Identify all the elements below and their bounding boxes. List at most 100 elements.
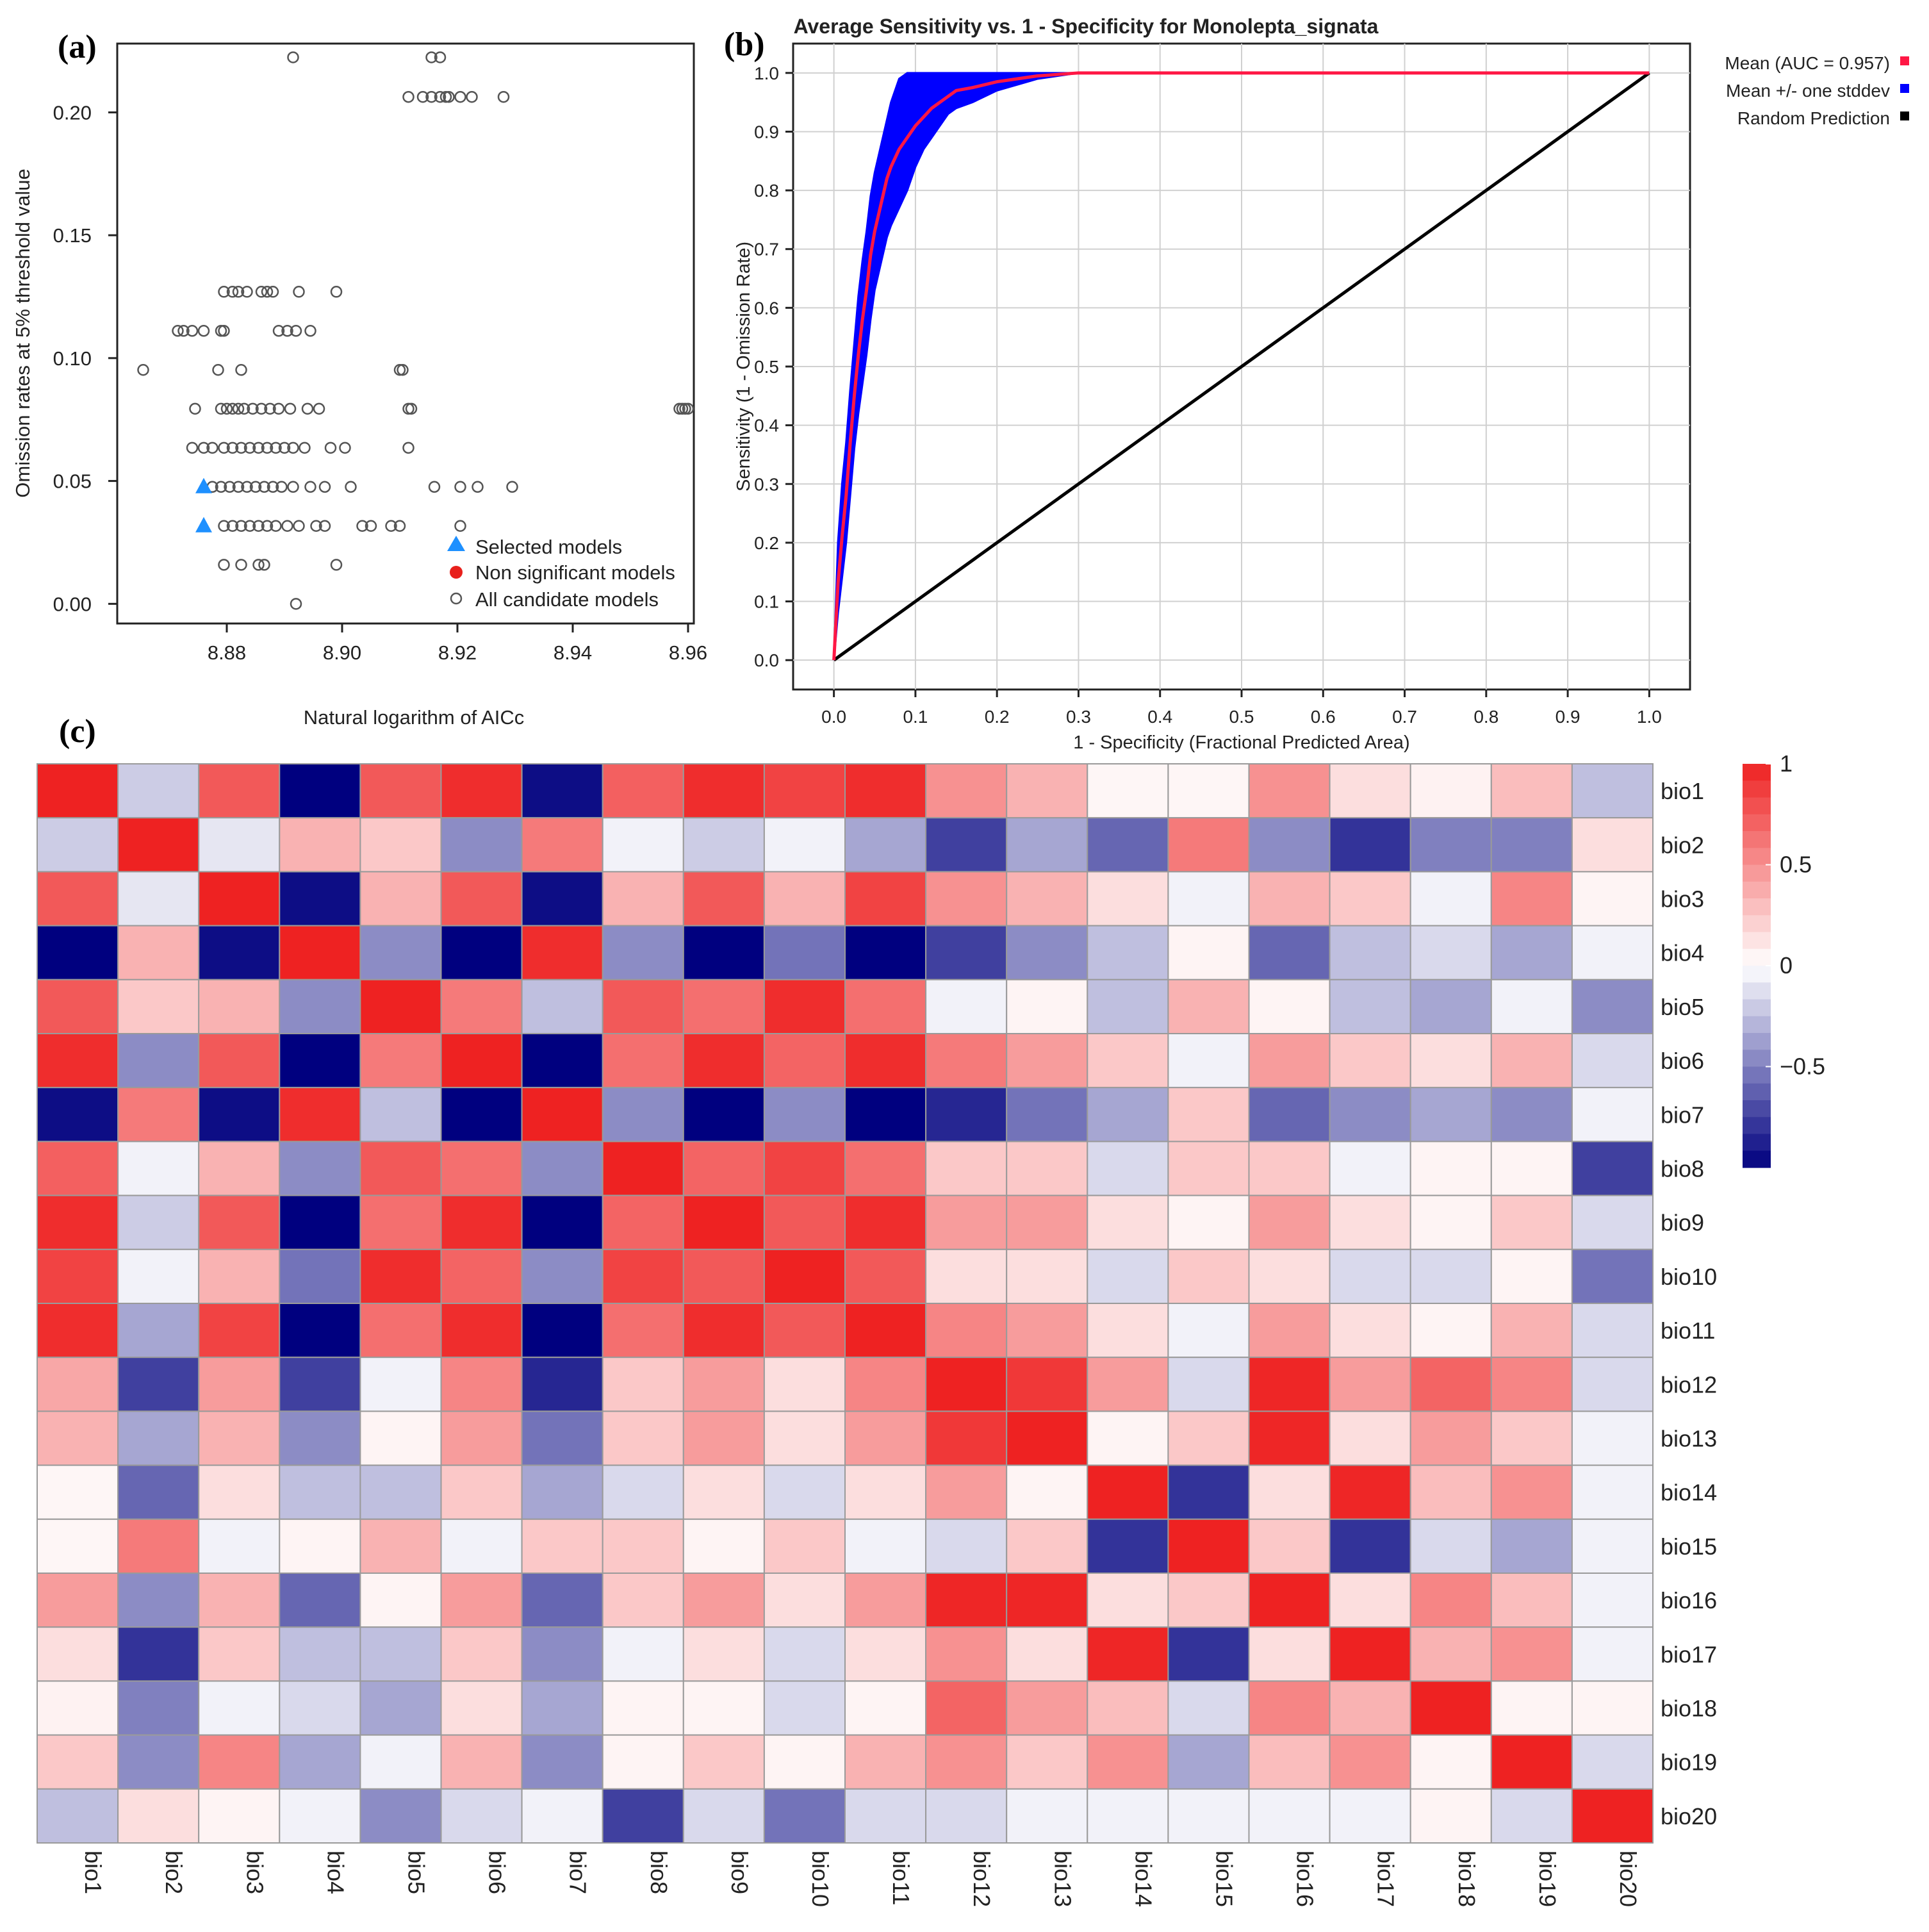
- heatmap-cell: [844, 1680, 927, 1736]
- heatmap-cell: [1167, 1518, 1250, 1574]
- heatmap-cell: [1087, 1033, 1169, 1089]
- column-label: bio6: [484, 1851, 511, 1894]
- heatmap-cell: [359, 978, 442, 1035]
- heatmap-cell: [682, 1788, 765, 1844]
- row-label: bio20: [1661, 1803, 1717, 1829]
- column-label: bio4: [322, 1851, 349, 1894]
- heatmap-cell: [925, 1410, 1008, 1466]
- colorbar-step: [1743, 1016, 1771, 1034]
- candidate-point: [287, 51, 299, 63]
- heatmap-cell: [844, 1734, 927, 1790]
- candidate-point: [299, 442, 311, 454]
- heatmap-cell: [844, 763, 927, 819]
- candidate-point: [345, 481, 357, 493]
- candidate-point: [226, 442, 239, 454]
- heatmap-cell: [1571, 1194, 1654, 1250]
- heatmap-cell: [1329, 1573, 1411, 1628]
- heatmap-cell: [602, 1573, 684, 1628]
- colorbar-step: [1743, 780, 1771, 798]
- panel-a-marks: [137, 51, 694, 610]
- heatmap-cell: [521, 1788, 603, 1844]
- heatmap-cell: [37, 925, 119, 980]
- y-tick-label: 0.9: [754, 122, 779, 142]
- heatmap-cell: [1571, 1410, 1654, 1466]
- heatmap-cell: [1329, 1734, 1411, 1790]
- heatmap-cell: [521, 763, 603, 819]
- heatmap-cell: [117, 1680, 200, 1736]
- heatmap-cell: [37, 763, 119, 819]
- candidate-point: [215, 402, 227, 415]
- column-label: bio13: [1049, 1851, 1076, 1907]
- heatmap-cells: [37, 763, 1654, 1844]
- heatmap-cell: [117, 1194, 200, 1250]
- heatmap-cell: [440, 1626, 523, 1682]
- colorbar-tick-label: 1: [1780, 750, 1793, 777]
- heatmap-cell: [1248, 1087, 1331, 1143]
- heatmap-cell: [682, 1518, 765, 1574]
- heatmap-cell: [279, 817, 361, 873]
- heatmap-cell: [359, 817, 442, 873]
- heatmap-cell: [117, 1788, 200, 1844]
- heatmap-cell: [198, 1303, 281, 1358]
- colorbar-tick-label: 0: [1780, 952, 1793, 978]
- heatmap-cell: [1167, 871, 1250, 927]
- legend-mean-swatch: [1900, 56, 1909, 65]
- heatmap-cell: [359, 1734, 442, 1790]
- x-tick-label: 0.8: [1473, 707, 1498, 727]
- heatmap-cell: [198, 1410, 281, 1466]
- heatmap-cell: [359, 763, 442, 819]
- heatmap-cell: [763, 1464, 846, 1520]
- heatmap-cell: [1571, 978, 1654, 1035]
- heatmap-cell: [602, 978, 684, 1035]
- heatmap-cell: [1167, 1357, 1250, 1412]
- panel-a-frame: [116, 42, 695, 625]
- heatmap-cell: [359, 925, 442, 980]
- candidate-point: [365, 520, 377, 533]
- row-label: bio18: [1661, 1696, 1717, 1722]
- heatmap-cell: [1409, 925, 1492, 980]
- heatmap-cell: [359, 1518, 442, 1574]
- heatmap-cell: [1571, 1626, 1654, 1682]
- candidate-point: [215, 481, 227, 493]
- heatmap-cell: [844, 1248, 927, 1305]
- candidate-point: [304, 481, 316, 493]
- candidate-point: [255, 402, 268, 415]
- heatmap-cell: [1087, 1573, 1169, 1628]
- heatmap-cell: [682, 1357, 765, 1412]
- heatmap-cell: [763, 1194, 846, 1250]
- colorbar-step: [1743, 1033, 1771, 1050]
- x-tick-label: 0.2: [985, 707, 1010, 727]
- candidate-point: [310, 520, 322, 533]
- heatmap-cell: [1006, 1680, 1088, 1736]
- x-tick-label: 0.5: [1229, 707, 1254, 727]
- legend-stddev-swatch: [1900, 84, 1909, 93]
- colorbar-step: [1743, 932, 1771, 950]
- candidate-point: [261, 442, 274, 454]
- heatmap-cell: [925, 1303, 1008, 1358]
- heatmap-cell: [1167, 1734, 1250, 1790]
- panel-b-ticks: 0.0 0.1 0.2 0.3 0.4 0.5 0.6 0.7 0.8 0.9 1.0 0.0 0.1 0…: [754, 63, 1662, 727]
- heatmap-cell: [1490, 1464, 1573, 1520]
- colorbar-step: [1743, 999, 1771, 1017]
- heatmap-cell: [521, 1464, 603, 1520]
- heatmap-cell: [198, 1788, 281, 1844]
- heatmap-cell: [925, 1357, 1008, 1412]
- heatmap-cell: [1571, 1033, 1654, 1089]
- heatmap-cell: [198, 1248, 281, 1305]
- column-label: bio15: [1211, 1851, 1237, 1907]
- heatmap-cell: [1571, 1357, 1654, 1412]
- row-label: bio13: [1661, 1426, 1717, 1452]
- y-tick-label: 0.0: [754, 650, 779, 670]
- heatmap-cell: [763, 1788, 846, 1844]
- heatmap-cell: [440, 1141, 523, 1196]
- heatmap-cell: [763, 978, 846, 1035]
- heatmap-cell: [117, 1518, 200, 1574]
- heatmap-cell: [1571, 1788, 1654, 1844]
- heatmap-cell: [682, 1464, 765, 1520]
- heatmap-cell: [279, 1141, 361, 1196]
- heatmap-cell: [1248, 1573, 1331, 1628]
- legend-nonsignificant-label: Non significant models: [475, 561, 675, 584]
- heatmap-cell: [925, 1141, 1008, 1196]
- candidate-point: [226, 402, 239, 415]
